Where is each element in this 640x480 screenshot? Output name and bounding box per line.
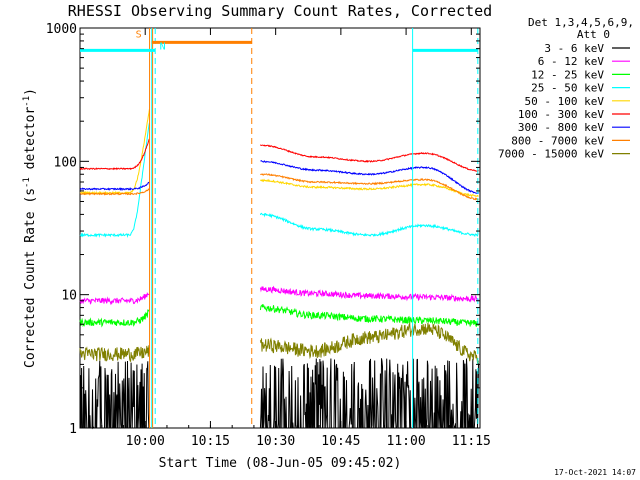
legend-label: 6 - 12 keV (538, 55, 605, 68)
y-axis-label-end: ) (23, 88, 38, 96)
series-line-5-seg0 (79, 138, 150, 171)
y-axis-label-main: Corrected Count Rate (s (23, 188, 38, 368)
y-tick-label: 1000 (46, 22, 77, 37)
series-line-1-seg0 (79, 292, 150, 306)
x-tick-label: 10:00 (126, 434, 165, 449)
y-axis-label-mid: detector (23, 107, 38, 178)
y-tick-label: 100 (54, 155, 77, 170)
series-line-0-seg1 (259, 358, 479, 429)
annotation-label: N (160, 41, 166, 52)
legend-label: 50 - 100 keV (525, 95, 605, 108)
legend-header-1: Det 1,3,4,5,6,9, (528, 16, 634, 29)
series-line-7-seg0 (79, 188, 150, 196)
series-line-8-seg1 (259, 321, 479, 365)
y-axis-label-sup2: -1 (22, 96, 32, 107)
legend-label: 25 - 50 keV (531, 82, 604, 95)
series-line-1-seg1 (259, 285, 479, 303)
y-tick-label: 1 (69, 422, 77, 437)
series-line-3-seg0 (79, 122, 150, 238)
x-axis-label: Start Time (08-Jun-05 09:45:02) (159, 456, 402, 471)
series-line-2-seg1 (259, 304, 479, 328)
legend-label: 800 - 7000 keV (511, 134, 604, 147)
plot-frame (79, 27, 481, 429)
annotation-label: S (136, 29, 142, 40)
series-line-5-seg1 (260, 144, 479, 172)
series-line-0-seg0 (79, 360, 150, 430)
series-line-6-seg0 (79, 181, 150, 191)
annotation-layer: SN (80, 28, 479, 428)
series-line-7-seg1 (260, 173, 479, 201)
series-line-4-seg0 (79, 109, 150, 196)
legend-label: 7000 - 15000 keV (498, 148, 604, 161)
legend-header-2: Att 0 (577, 28, 610, 41)
x-tick-label: 11:15 (452, 434, 491, 449)
series-line-6-seg1 (260, 160, 479, 194)
timestamp: 17-Oct-2021 14:07 (554, 468, 636, 477)
x-tick-label: 10:45 (321, 434, 360, 449)
legend-label: 3 - 6 keV (544, 42, 604, 55)
y-tick-label: 10 (61, 289, 77, 304)
series-line-8-seg0 (79, 345, 150, 363)
y-axis: 1 10 100 1000 (46, 22, 480, 437)
x-tick-label: 10:30 (256, 434, 295, 449)
chart-title: RHESSI Observing Summary Count Rates, Co… (68, 2, 492, 20)
series-line-4-seg1 (260, 178, 479, 198)
series-line-3-seg1 (259, 212, 479, 237)
legend-label: 12 - 25 keV (531, 68, 604, 81)
series-line-2-seg0 (79, 309, 150, 328)
legend-label: 300 - 800 keV (518, 121, 604, 134)
x-tick-label: 11:00 (387, 434, 426, 449)
legend-label: 100 - 300 keV (518, 108, 604, 121)
x-tick-label: 10:15 (191, 434, 230, 449)
series-layer (79, 109, 479, 430)
y-axis-label: Corrected Count Rate (s-1 detector-1) (22, 88, 38, 368)
y-axis-label-sup1: -1 (22, 177, 32, 188)
x-axis: 10:00 10:15 10:30 10:45 11:00 11:15 (79, 28, 491, 449)
